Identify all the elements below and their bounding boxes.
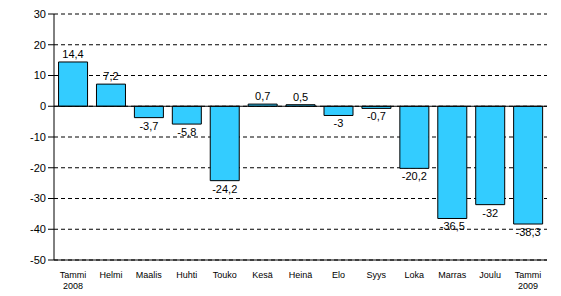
svg-text:2009: 2009 — [518, 281, 538, 291]
svg-text:0,7: 0,7 — [255, 90, 270, 102]
svg-text:Tammi: Tammi — [60, 270, 87, 280]
svg-text:-38,3: -38,3 — [516, 226, 541, 238]
svg-text:Tammi: Tammi — [515, 270, 542, 280]
svg-text:-10: -10 — [30, 131, 46, 143]
svg-text:Kesä: Kesä — [252, 270, 273, 280]
svg-text:Loka: Loka — [405, 270, 425, 280]
svg-text:-32: -32 — [482, 207, 498, 219]
svg-text:30: 30 — [34, 8, 46, 20]
svg-text:Helmi: Helmi — [99, 270, 122, 280]
svg-text:Syys: Syys — [367, 270, 387, 280]
svg-text:14,4: 14,4 — [62, 48, 83, 60]
svg-text:10: 10 — [34, 69, 46, 81]
svg-text:-3,7: -3,7 — [139, 120, 158, 132]
svg-text:20: 20 — [34, 39, 46, 51]
svg-text:-40: -40 — [30, 223, 46, 235]
svg-text:Touko: Touko — [213, 270, 237, 280]
svg-text:-30: -30 — [30, 192, 46, 204]
svg-text:7,2: 7,2 — [103, 70, 118, 82]
svg-text:-36,5: -36,5 — [440, 220, 465, 232]
svg-text:Marras: Marras — [438, 270, 467, 280]
svg-text:Elo: Elo — [332, 270, 345, 280]
svg-text:-20,2: -20,2 — [402, 170, 427, 182]
svg-text:Maalis: Maalis — [136, 270, 163, 280]
svg-text:-50: -50 — [30, 254, 46, 266]
svg-text:Huhti: Huhti — [176, 270, 197, 280]
svg-text:0,5: 0,5 — [293, 91, 308, 103]
svg-text:2008: 2008 — [63, 281, 83, 291]
svg-text:-3: -3 — [334, 117, 344, 129]
svg-text:Heinä: Heinä — [289, 270, 313, 280]
svg-text:Joulu: Joulu — [479, 270, 501, 280]
svg-text:0: 0 — [40, 100, 46, 112]
svg-text:-5,8: -5,8 — [177, 126, 196, 138]
svg-text:-24,2: -24,2 — [212, 183, 237, 195]
svg-text:-20: -20 — [30, 162, 46, 174]
svg-text:-0,7: -0,7 — [367, 110, 386, 122]
